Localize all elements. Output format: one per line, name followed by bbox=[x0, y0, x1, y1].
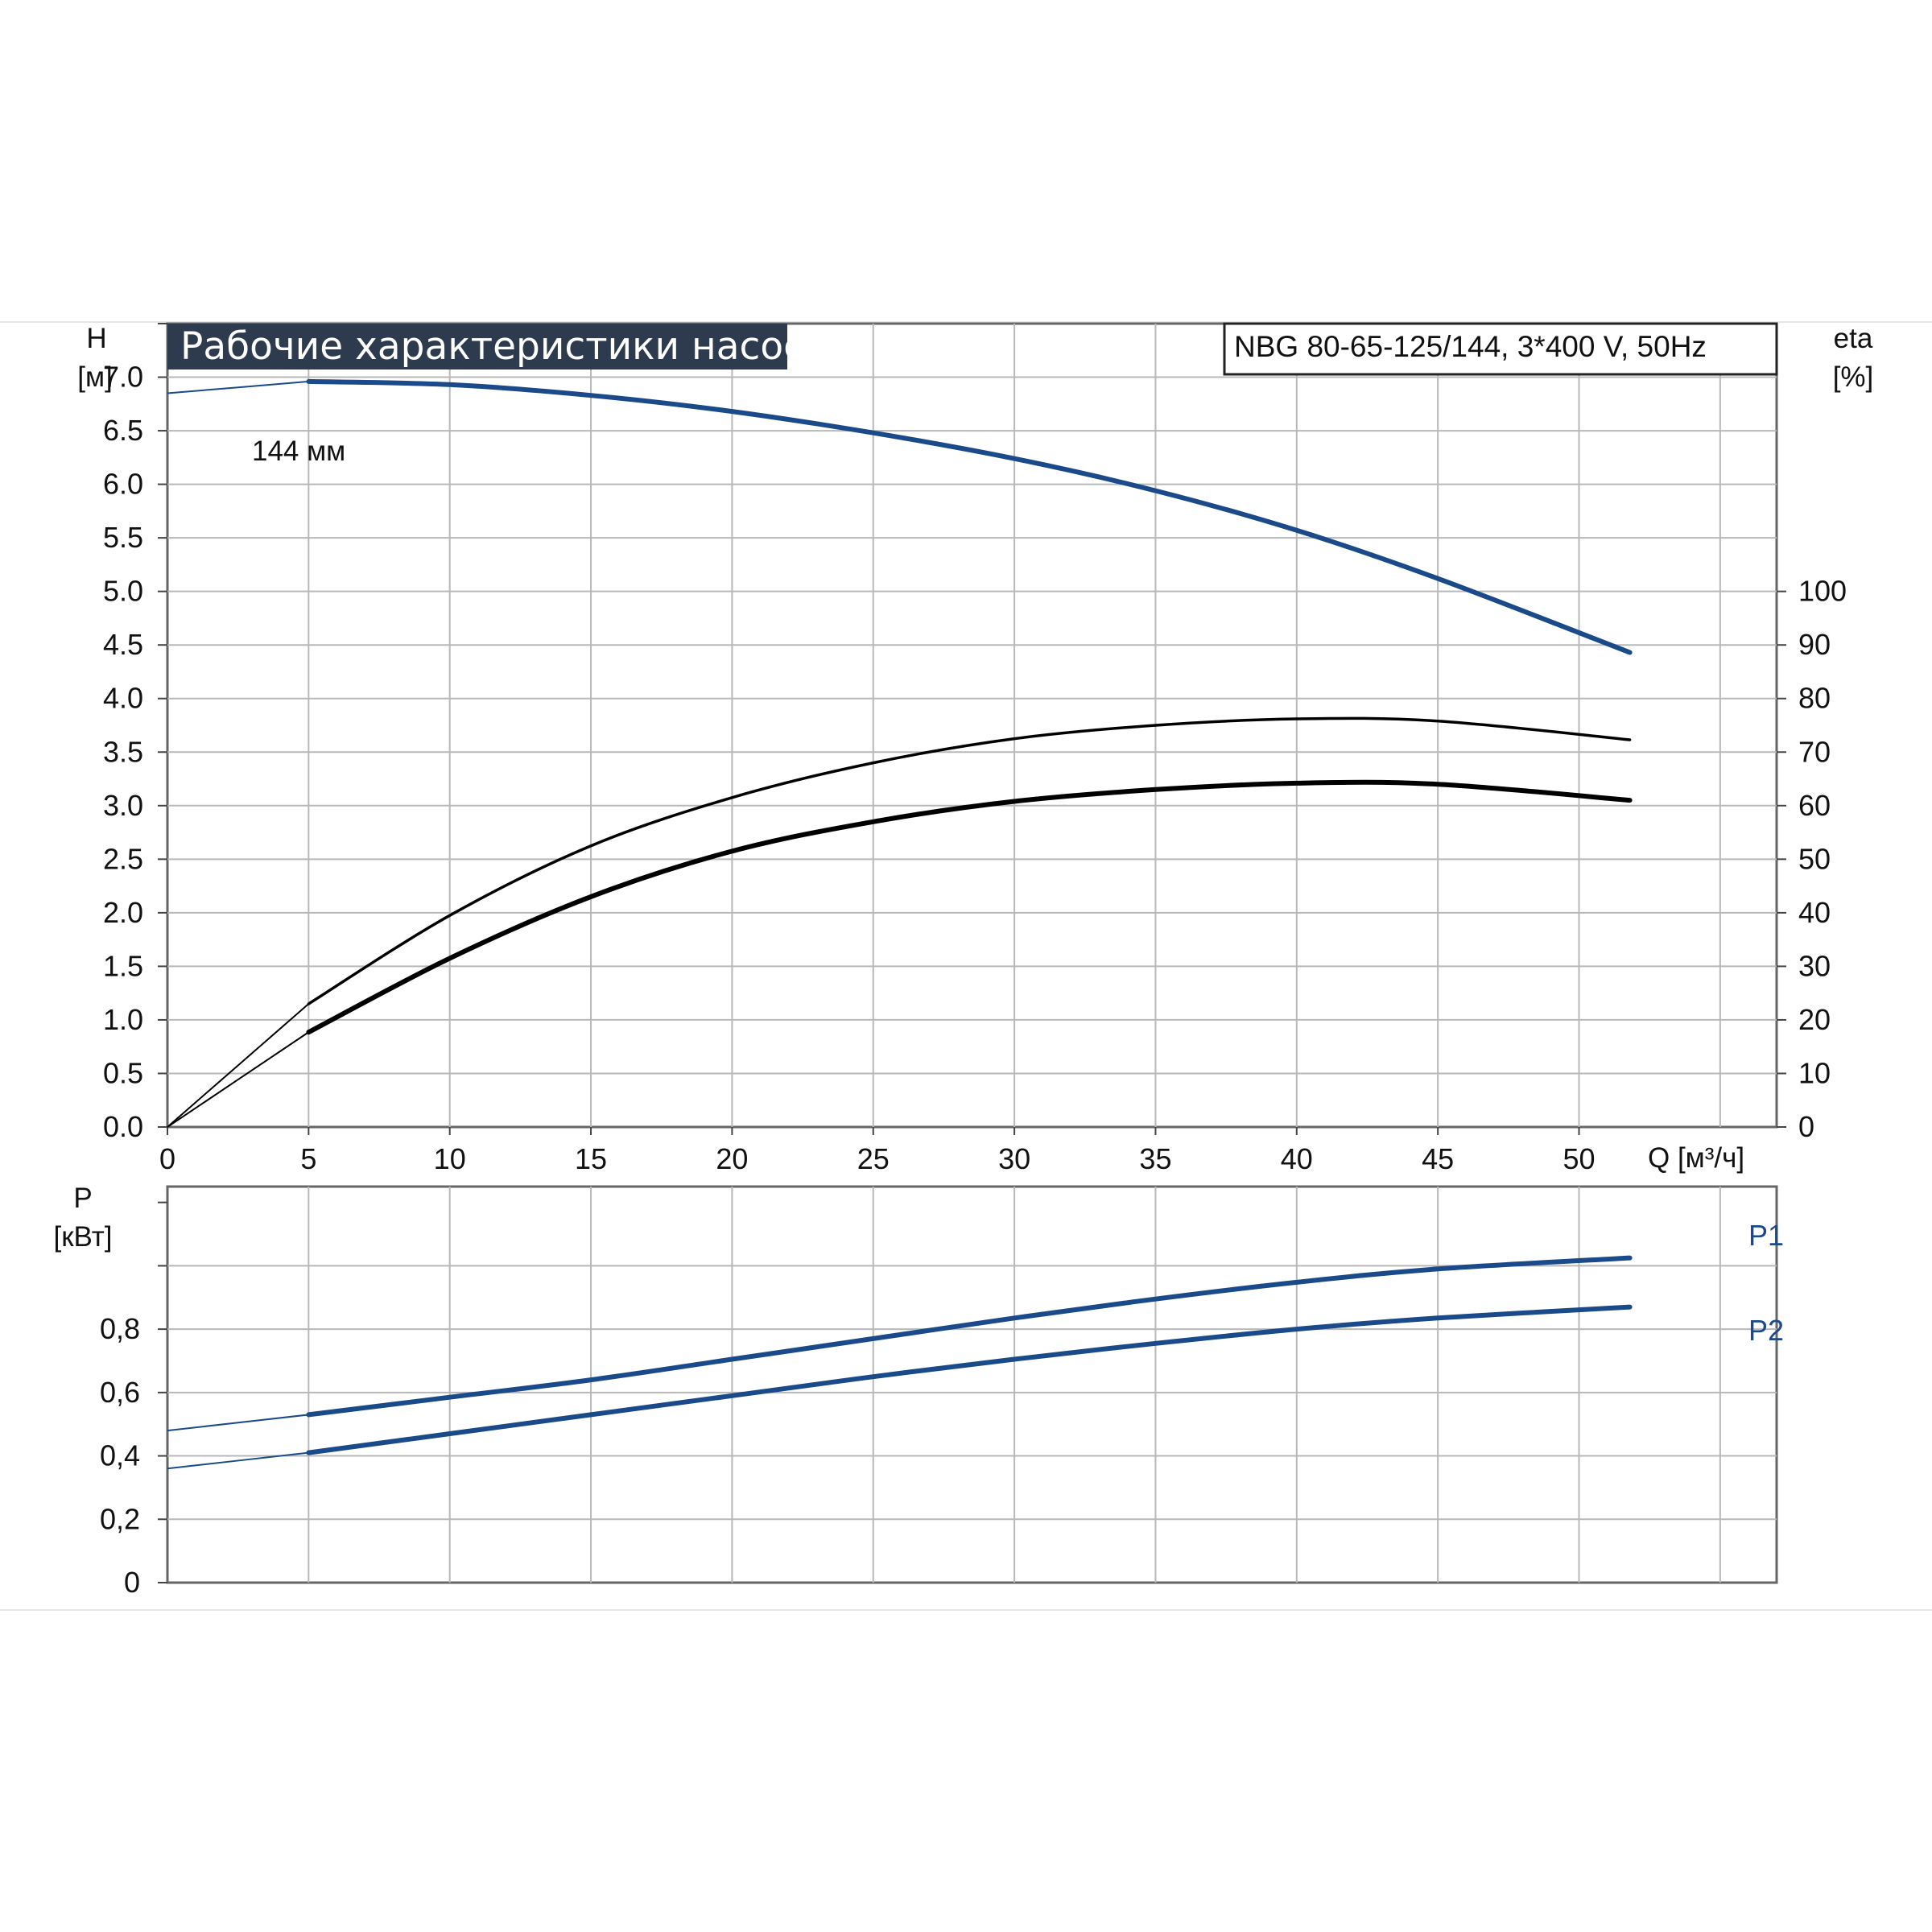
chart-title: Рабочие характеристики насоса bbox=[180, 324, 828, 369]
y2-tick-label: 60 bbox=[1798, 789, 1831, 822]
y-tick-label: 0.5 bbox=[103, 1056, 143, 1089]
series-label-p1: P1 bbox=[1748, 1219, 1784, 1252]
head-curve-extrapolated bbox=[167, 380, 309, 394]
efficiency-curve-upper bbox=[307, 716, 1632, 1005]
x-tick-label: 15 bbox=[575, 1142, 607, 1175]
y-tick-label: 3.5 bbox=[103, 735, 143, 768]
y2-axis-unit: [%] bbox=[1833, 361, 1874, 393]
power-plot-frame bbox=[166, 1185, 1778, 1584]
x-axis-label: Q [м³/ч] bbox=[1648, 1142, 1744, 1174]
y-tick-label: 1.5 bbox=[103, 949, 143, 982]
y2-axis-label: eta bbox=[1834, 323, 1873, 354]
title-box bbox=[167, 324, 787, 369]
x-tick-label: 5 bbox=[300, 1142, 316, 1175]
y-tick-label: 4.5 bbox=[103, 628, 143, 661]
y-tick-label: 2.0 bbox=[103, 896, 143, 929]
y2-tick-label: 100 bbox=[1798, 575, 1847, 608]
y2-tick-label: 90 bbox=[1798, 628, 1831, 661]
y-tick-label: 3.0 bbox=[103, 789, 143, 822]
head-grid bbox=[167, 324, 1777, 1127]
head-curve bbox=[306, 378, 1633, 655]
y-tick-label: 6.0 bbox=[103, 468, 143, 501]
y2-tick-label: 50 bbox=[1798, 842, 1831, 875]
x-tick-label: 10 bbox=[434, 1142, 466, 1175]
x-tick-label: 40 bbox=[1281, 1142, 1313, 1175]
y-axis-label: H bbox=[86, 323, 106, 354]
y-tick-label: 7.0 bbox=[103, 361, 143, 394]
power-axis-ticks: 0 0,2 0,4 0,6 0,8 bbox=[100, 1201, 167, 1599]
x-tick-label: 35 bbox=[1139, 1142, 1171, 1175]
x-tick-label: 25 bbox=[857, 1142, 890, 1175]
x-tick-label: 0 bbox=[159, 1142, 175, 1175]
power-tick-label: 0,8 bbox=[100, 1312, 140, 1345]
y2-tick-label: 40 bbox=[1798, 896, 1831, 929]
y-axis-unit: [м] bbox=[77, 361, 113, 393]
power-axis-label: P bbox=[73, 1183, 92, 1214]
power-tick-label: 0,2 bbox=[100, 1502, 140, 1535]
y-tick-label: 0.0 bbox=[103, 1110, 143, 1143]
efficiency-curve-lower-extrapolated bbox=[167, 1031, 309, 1128]
y2-tick-label: 80 bbox=[1798, 682, 1831, 715]
x-tick-label: 20 bbox=[716, 1142, 748, 1175]
model-label: NBG 80-65-125/144, 3*400 V, 50Hz bbox=[1234, 330, 1707, 363]
efficiency-curve-lower bbox=[306, 779, 1633, 1035]
head-plot-frame bbox=[166, 322, 1778, 1129]
y2-tick-label: 70 bbox=[1798, 735, 1831, 768]
y-tick-label: 4.0 bbox=[103, 682, 143, 715]
y-tick-label: 6.5 bbox=[103, 414, 143, 447]
y2-tick-label: 30 bbox=[1798, 949, 1831, 982]
y-tick-label: 5.0 bbox=[103, 575, 143, 608]
series-label-p2: P2 bbox=[1748, 1314, 1784, 1347]
power-tick-label: 0 bbox=[124, 1566, 140, 1599]
model-box bbox=[1223, 322, 1778, 376]
efficiency-curve-upper-extrapolated bbox=[167, 1003, 310, 1128]
power-curve-p2 bbox=[306, 1304, 1633, 1455]
y-tick-label: 5.5 bbox=[103, 521, 143, 554]
y-tick-label: 2.5 bbox=[103, 842, 143, 875]
y2-tick-label: 10 bbox=[1798, 1056, 1831, 1089]
y2-tick-label: 0 bbox=[1798, 1110, 1814, 1143]
power-curve-p1-extrapolated bbox=[167, 1414, 309, 1432]
power-tick-label: 0,4 bbox=[100, 1439, 140, 1472]
power-curve-p1 bbox=[306, 1255, 1633, 1418]
head-axis-ticks: 0.0 0.5 1.0 1.5 2.0 2.5 3.0 3.5 4.0 4.5 5.0 5.5 6.0 6… bbox=[103, 323, 1847, 1175]
x-tick-label: 50 bbox=[1563, 1142, 1595, 1175]
y2-tick-label: 20 bbox=[1798, 1003, 1831, 1036]
x-tick-label: 45 bbox=[1422, 1142, 1454, 1175]
power-tick-label: 0,6 bbox=[100, 1376, 140, 1409]
head-curves bbox=[167, 378, 1633, 1128]
power-curves bbox=[167, 1255, 1633, 1470]
power-grid bbox=[167, 1187, 1777, 1583]
impeller-annotation: 144 мм bbox=[252, 436, 345, 467]
power-curve-p2-extrapolated bbox=[167, 1451, 309, 1470]
x-tick-label: 30 bbox=[998, 1142, 1030, 1175]
y-tick-label: 1.0 bbox=[103, 1003, 143, 1036]
power-axis-unit: [кВт] bbox=[54, 1221, 113, 1253]
